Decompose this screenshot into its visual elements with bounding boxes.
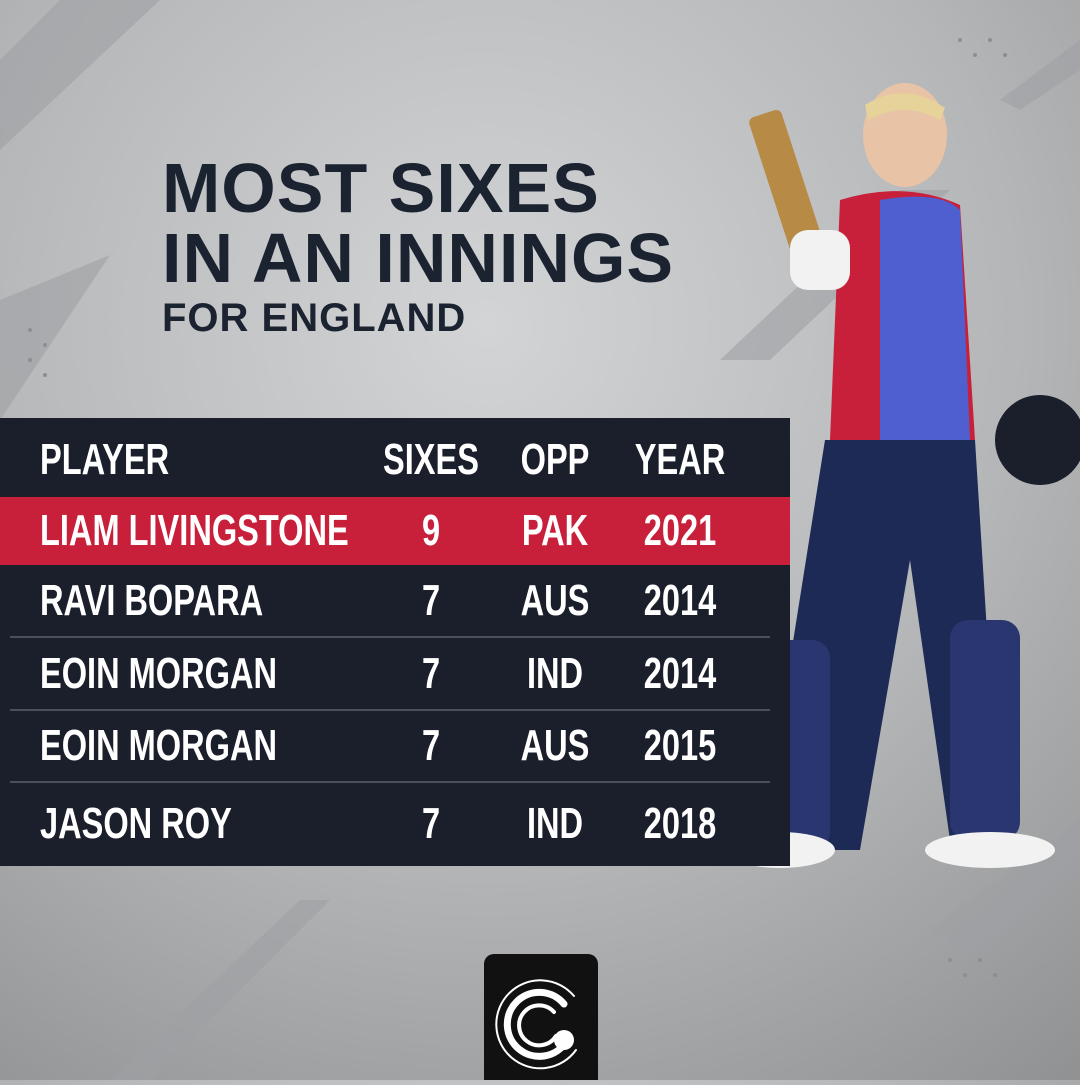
table-cell: JASON ROY [40, 799, 232, 848]
logo-icon [495, 979, 577, 1070]
table-cell: 2018 [643, 799, 717, 848]
table-cell: 2014 [643, 648, 717, 698]
row-separator [10, 636, 770, 638]
table-cell: 2021 [643, 506, 717, 555]
table-cell: 2015 [643, 721, 717, 770]
table-cell: IND [526, 648, 584, 698]
table-cell: 9 [421, 506, 441, 555]
highlight-row [0, 497, 790, 565]
table-cell: EOIN MORGAN [40, 648, 277, 698]
table-cell: EOIN MORGAN [40, 721, 277, 770]
logo [484, 954, 598, 1080]
title-line: IN AN INNINGS [162, 219, 675, 297]
subtitle: FOR ENGLAND [162, 296, 467, 340]
column-header: YEAR [634, 435, 726, 484]
row-separator [10, 709, 770, 711]
table-cell: AUS [520, 721, 590, 770]
table-cell: AUS [520, 576, 590, 625]
row-separator [10, 781, 770, 783]
table-cell: 7 [421, 576, 441, 625]
table-cell: 2014 [643, 576, 717, 625]
column-header: PLAYER [40, 435, 170, 484]
table-cell: RAVI BOPARA [40, 576, 264, 625]
table-cell: 7 [421, 799, 441, 848]
column-header: OPP [520, 435, 590, 484]
stats-table: PLAYER SIXES OPP YEAR LIAM LIVINGSTONE 9 PAK 20… [0, 418, 790, 866]
table-cell: LIAM LIVINGSTONE [40, 506, 349, 555]
column-header: SIXES [383, 435, 479, 484]
table-cell: 7 [421, 721, 441, 770]
table-cell: PAK [521, 506, 589, 555]
table-cell: 7 [421, 648, 441, 698]
table-cell: IND [526, 799, 584, 848]
player-figure [725, 83, 1080, 868]
title-line: MOST SIXES [162, 149, 600, 227]
